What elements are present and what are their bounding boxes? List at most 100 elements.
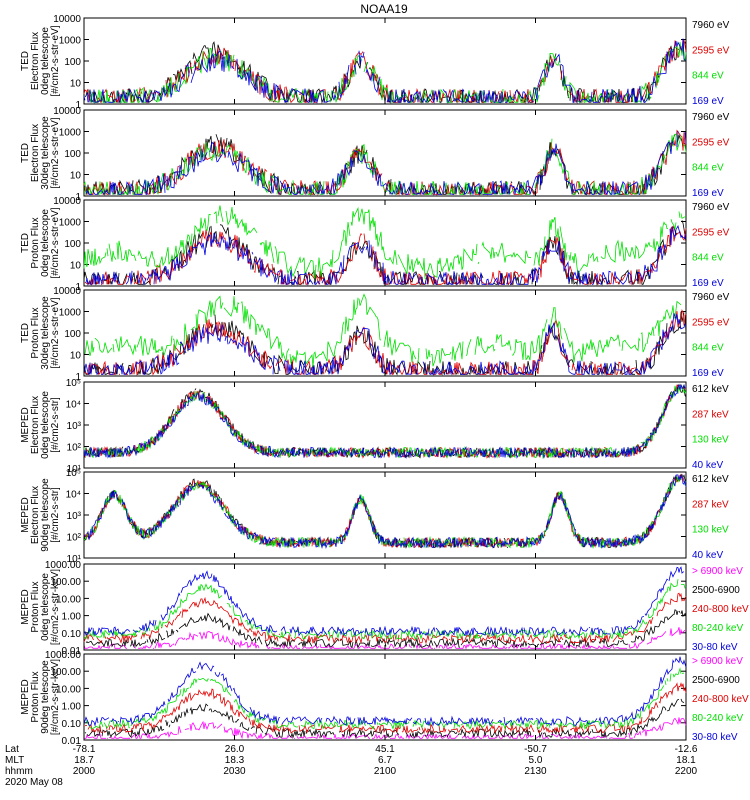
y-tick-label: 1.00 [62, 702, 82, 713]
y-tick-label: 10000 [53, 196, 81, 207]
y-tick-label: 100.00 [50, 577, 81, 588]
legend-entry: 2500-6900 [692, 585, 740, 596]
y-label-line: [#/cm2-s-str-eV] [50, 25, 61, 96]
series-trace-red [83, 473, 687, 549]
y-label-line: [#/cm2-s-str-eV] [50, 207, 61, 278]
legend-entry: 2595 eV [692, 317, 730, 328]
y-tick-label: 100 [64, 149, 81, 160]
series-trace-blue [85, 567, 686, 635]
legend-entry: 612 keV [692, 474, 729, 485]
y-tick-label: 10 [70, 351, 82, 362]
series-trace-blue [83, 656, 687, 727]
y-label-line: Proton Flux [30, 671, 41, 722]
series-trace-green [83, 205, 687, 280]
legend-entry: 844 eV [692, 71, 724, 82]
legend-entry: 7960 eV [692, 202, 730, 213]
legend-entry: 130 keV [692, 435, 729, 446]
y-tick-label: 10⁴ [66, 400, 81, 411]
y-tick-label: 10⁵ [66, 468, 81, 479]
x-tick-label-mlt: 18.7 [74, 755, 94, 766]
y-tick-label: 10.00 [56, 594, 81, 605]
series-trace-green [85, 667, 685, 731]
y-label-line: 30deg telescope [40, 296, 51, 370]
y-label-line: TED [20, 51, 31, 71]
y-label-line: [#/cm2-s-str-keV] [50, 659, 61, 735]
y-tick-label: 10 [70, 79, 82, 90]
y-tick-label: 10⁵ [66, 378, 81, 389]
x-tick-label-lat: 45.1 [375, 744, 395, 755]
y-tick-label: 10000 [53, 286, 81, 297]
y-label-line: 0deg telescope [40, 209, 51, 277]
y-axis-label: TED Proton Flux 30deg telescope [#/cm2-s-st… [20, 296, 61, 370]
series-trace-green [83, 579, 686, 640]
series-trace-magenta [83, 627, 686, 650]
legend-entry: 7960 eV [692, 20, 730, 31]
legend-entry: 287 keV [692, 409, 729, 420]
y-label-line: Proton Flux [30, 217, 41, 268]
x-tick-label-mlt: 6.7 [378, 755, 392, 766]
y-axis-label: MEPED Proton Flux 90deg telescope [#/cm2-s-… [20, 659, 61, 735]
y-tick-label: 1 [75, 372, 81, 383]
y-tick-label: 1000 [59, 36, 82, 47]
legend-entry: 844 eV [692, 343, 724, 354]
y-label-line: 90deg telescope [40, 660, 51, 734]
y-tick-label: 1000 [59, 308, 82, 319]
y-label-line: Electron Flux [30, 124, 41, 182]
panel-2: 10000 1000 100 10 1 TED Electron Flux 30deg tel… [20, 106, 730, 203]
y-tick-label: 10² [67, 443, 82, 454]
x-row-label: 2020 May 08 [5, 777, 63, 788]
y-tick-label: 1000.00 [45, 650, 82, 661]
y-tick-label: 10¹ [67, 554, 82, 565]
x-tick-label-lat: -50.7 [524, 744, 547, 755]
y-label-line: MEPED [20, 497, 31, 533]
y-axis-label: MEPED Proton Flux 0deg telescope [#/cm2-s-s… [20, 569, 61, 645]
x-row-label: MLT [5, 755, 24, 766]
figure-title: NOAA19 [360, 2, 408, 16]
legend-entry: 7960 eV [692, 292, 730, 303]
y-label-line: MEPED [20, 679, 31, 715]
x-tick-label-hhmm: 2030 [223, 766, 246, 777]
y-tick-label: 0.10 [62, 629, 82, 640]
x-tick-label-hhmm: 2200 [675, 766, 698, 777]
series-trace-blue [83, 383, 686, 460]
legend-entry: 130 keV [692, 525, 729, 536]
y-tick-label: 1 [75, 192, 81, 203]
y-label-line: 90deg telescope [40, 478, 51, 552]
series-trace-red [83, 39, 687, 104]
y-tick-label: 100 [64, 239, 81, 250]
x-tick-label-mlt: 5.0 [529, 755, 543, 766]
y-label-line: Electron Flux [30, 396, 41, 454]
panel-3: 10000 1000 100 10 1 TED Proton Flux 0deg telesc… [20, 196, 730, 293]
series-trace-red [84, 682, 687, 735]
series-trace-black [85, 133, 686, 196]
legend-entry: 169 eV [692, 278, 724, 289]
y-tick-label: 10000 [53, 106, 81, 117]
panel-6: 10⁵ 10⁴ 10³ 10² 10¹ MEPED Electron Flux 90deg t… [20, 468, 729, 565]
legend-entry: 612 keV [692, 384, 729, 395]
series-trace-black [83, 473, 687, 549]
x-row-label: hhmm [5, 766, 33, 777]
x-tick-label-lat: -12.6 [675, 744, 698, 755]
y-tick-label: 10⁴ [66, 490, 81, 501]
legend-entry: 287 keV [692, 499, 729, 510]
y-axis-label: TED Electron Flux 0deg telescope [#/cm2-s-s… [20, 25, 61, 96]
y-label-line: TED [20, 233, 31, 253]
series-trace-blue [83, 474, 687, 549]
y-tick-label: 10³ [67, 421, 82, 432]
legend-entry: 2595 eV [692, 227, 730, 238]
y-label-line: 0deg telescope [40, 27, 51, 95]
panel-5: 10⁵ 10⁴ 10³ 10² 10¹ MEPED Electron Flux 0deg te… [20, 378, 729, 475]
y-label-line: [#/cm2-s-str-eV] [50, 297, 61, 368]
legend-entry: 2595 eV [692, 45, 730, 56]
y-label-line: 30deg telescope [40, 116, 51, 190]
y-label-line: Electron Flux [30, 486, 41, 544]
y-label-line: 0deg telescope [40, 391, 51, 459]
panel-4: 10000 1000 100 10 1 TED Proton Flux 30deg teles… [20, 286, 730, 383]
y-label-line: [#/cm2-s-str-keV] [50, 569, 61, 645]
x-tick-label-lat: -78.1 [73, 744, 96, 755]
y-tick-label: 10 [70, 171, 82, 182]
y-tick-label: 10² [67, 533, 82, 544]
